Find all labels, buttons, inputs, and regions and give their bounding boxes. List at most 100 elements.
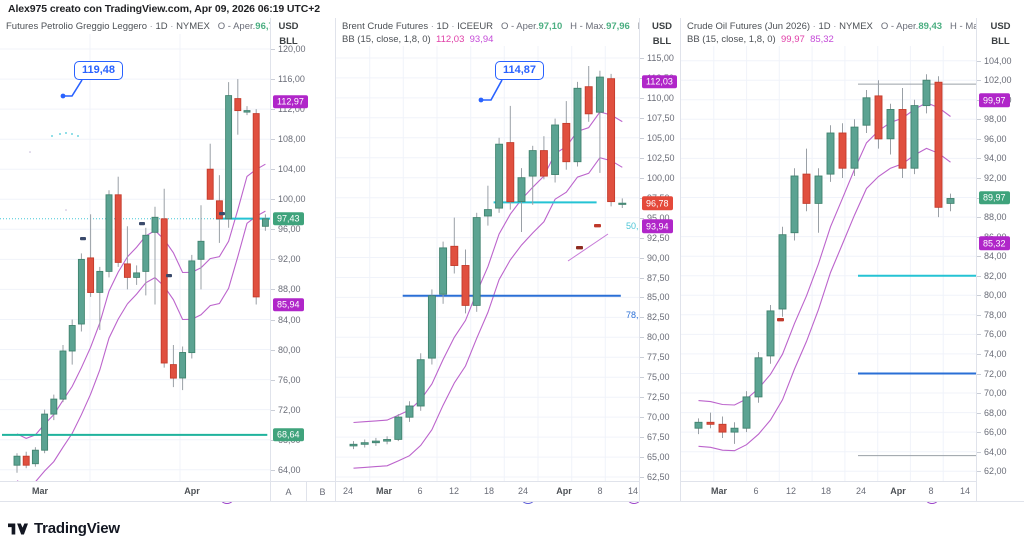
time-tick: 18 <box>820 486 832 496</box>
chart-1-time-scale[interactable]: Mar Apr <box>0 481 270 501</box>
chart-3-plot-area[interactable] <box>681 46 976 481</box>
price-tick: 88,00 <box>278 284 301 295</box>
price-tick-mark <box>271 409 275 411</box>
chart-panel-3[interactable]: Crude Oil Futures (Jun 2026) · 1D · NYME… <box>681 18 1024 504</box>
brand-name: TradingView <box>34 520 120 537</box>
separator-dot: · <box>430 21 434 32</box>
price-tick-mark <box>640 357 644 359</box>
price-tick-mark <box>640 297 644 299</box>
chart-2-fib-label-50: 50, <box>626 221 639 231</box>
price-tick-mark <box>640 437 644 439</box>
chart-2-legend: Brent Crude Futures · 1D · ICEEUR O - Ap… <box>342 21 677 46</box>
time-tick: 14 <box>959 486 971 496</box>
chart-3-currency: USD <box>990 21 1011 32</box>
separator-dot: · <box>149 21 153 32</box>
price-tick: 84,00 <box>984 251 1007 262</box>
time-tick: Apr <box>184 486 200 496</box>
chart-3-time-scale[interactable]: Mar 6 12 18 24 Apr 8 14 <box>681 481 976 501</box>
price-tick-mark <box>640 97 644 99</box>
panel-divider-2 <box>680 18 681 501</box>
chart-panel-1[interactable]: Futures Petrolio Greggio Leggero · 1D · … <box>0 18 338 504</box>
price-badge: 97,43 <box>273 211 304 226</box>
price-tick: 80,00 <box>984 290 1007 301</box>
price-tick-mark <box>977 178 981 179</box>
chart-1-tab-b[interactable]: B <box>306 481 338 501</box>
chart-1-open-label: O - Aper. <box>217 21 256 32</box>
price-tick-mark <box>271 349 275 351</box>
price-tick: 88,00 <box>984 212 1007 223</box>
chart-1-price-callout[interactable]: 119,48 <box>74 61 124 80</box>
chart-3-exchange: NYMEX <box>839 21 873 32</box>
chart-1-price-scale[interactable]: USD BLL 120,00 116,00 112,00 108,00 104,00 10… <box>270 18 308 501</box>
chart-2-open-label: O - Aper. <box>500 21 539 32</box>
price-tick: 107,50 <box>647 112 675 123</box>
separator-dot: · <box>451 21 455 32</box>
price-tick: 100,00 <box>647 172 675 183</box>
price-tick-mark <box>977 158 981 160</box>
chart-3-indicator-lower: 85,32 <box>810 34 834 45</box>
chart-2-interval[interactable]: 1D <box>436 21 449 32</box>
price-tick: 75,00 <box>647 372 670 383</box>
price-tick-mark <box>640 477 644 478</box>
price-tick-mark <box>640 257 644 259</box>
chart-2-exchange: ICEEUR <box>457 21 494 32</box>
chart-1-symbol[interactable]: Futures Petrolio Greggio Leggero <box>6 21 147 32</box>
time-tick: Mar <box>375 486 393 496</box>
price-tick: 70,00 <box>984 388 1007 398</box>
chart-1-legend: Futures Petrolio Greggio Leggero · 1D · … <box>6 21 287 33</box>
price-tick-mark <box>977 314 981 316</box>
price-tick-mark <box>977 256 981 258</box>
price-tick: 95,00 <box>647 212 670 223</box>
chart-3-symbol[interactable]: Crude Oil Futures (Jun 2026) <box>687 21 811 32</box>
price-tick: 64,00 <box>984 446 1007 457</box>
price-tick-mark <box>271 319 275 321</box>
time-tick: 12 <box>785 486 797 496</box>
price-tick: 104,00 <box>278 164 306 175</box>
chart-2-price-callout[interactable]: 114,87 <box>495 61 545 80</box>
time-tick: 18 <box>483 486 495 496</box>
price-tick: 64,00 <box>278 464 301 475</box>
price-tick-mark <box>640 457 644 459</box>
price-tick: 120,00 <box>278 44 306 54</box>
chart-3-interval[interactable]: 1D <box>818 21 831 32</box>
price-tick-mark <box>271 229 275 231</box>
chart-panel-2[interactable]: Brent Crude Futures · 1D · ICEEUR O - Ap… <box>336 18 684 504</box>
chart-3-high-label: H - Max. <box>950 21 986 32</box>
chart-2-indicator-upper: 112,03 <box>436 34 465 45</box>
price-tick-mark <box>640 417 644 419</box>
chart-2-symbol[interactable]: Brent Crude Futures <box>342 21 429 32</box>
chart-2-time-scale[interactable]: 24 Mar 6 12 18 24 Apr 8 14 <box>336 481 639 501</box>
separator-dot: · <box>170 21 174 32</box>
chart-1-unit: BLL <box>279 36 298 47</box>
price-tick-mark <box>271 109 275 111</box>
chart-2-open-value: 97,10 <box>538 21 563 32</box>
time-tick: 6 <box>417 486 423 496</box>
price-tick: 102,00 <box>984 75 1012 86</box>
chart-1-exchange: NYMEX <box>176 21 210 32</box>
price-tick: 94,00 <box>984 153 1007 164</box>
chart-3-indicator-name[interactable]: BB (15, close, 1,8, 0) <box>687 34 776 45</box>
chart-1-plot-area[interactable] <box>0 34 270 481</box>
time-tick: 8 <box>928 486 934 496</box>
chart-2-indicator-name[interactable]: BB (15, close, 1,8, 0) <box>342 34 431 45</box>
panel-divider-1 <box>335 18 336 501</box>
time-tick: Apr <box>890 486 906 496</box>
chart-1-interval[interactable]: 1D <box>155 21 168 32</box>
chart-1-tab-a[interactable]: A <box>270 481 306 501</box>
chart-2-price-scale[interactable]: USD BLL 115,00112,50110,00107,50105,0010… <box>639 18 684 501</box>
price-tick-mark <box>640 58 644 59</box>
time-tick: 24 <box>342 486 354 496</box>
price-tick-mark <box>977 60 981 62</box>
chart-2-plot-area[interactable] <box>336 46 639 481</box>
price-tick: 77,50 <box>647 352 670 363</box>
price-tick-mark <box>271 79 275 81</box>
time-tick: Apr <box>556 486 572 496</box>
price-tick-mark <box>977 275 981 277</box>
price-tick: 74,00 <box>984 348 1007 359</box>
price-tick-mark <box>640 217 644 219</box>
price-tick: 116,00 <box>278 74 305 85</box>
chart-3-price-scale[interactable]: USD BLL 104,00102,00100,0098,0096,0094,0… <box>976 18 1024 501</box>
price-tick: 92,50 <box>647 232 670 243</box>
time-tick: 12 <box>448 486 460 496</box>
price-tick-mark <box>271 169 275 171</box>
